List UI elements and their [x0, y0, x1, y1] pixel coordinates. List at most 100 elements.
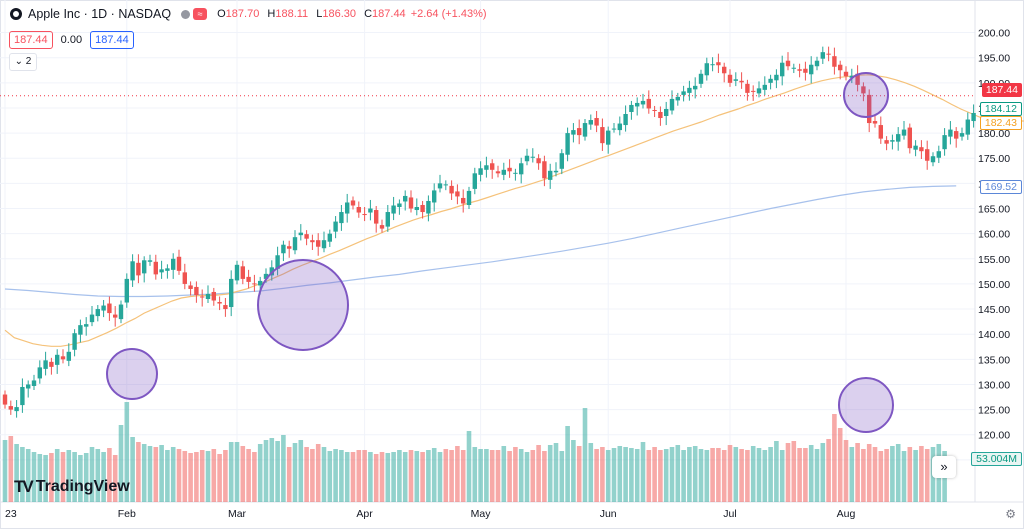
- volume-bar: [165, 450, 170, 502]
- indicators-toggle-button[interactable]: ⌄ 2: [9, 53, 37, 71]
- volume-bar: [14, 444, 19, 502]
- volume-bar: [890, 446, 895, 502]
- bid-ask-row: 187.44 0.00 187.44: [9, 31, 134, 49]
- candle-body: [316, 240, 321, 247]
- candle-body: [8, 406, 13, 410]
- volume-bar: [559, 451, 565, 502]
- symbol-title[interactable]: Apple Inc · 1D · NASDAQ: [28, 7, 172, 21]
- volume-bar: [872, 447, 878, 502]
- volume-bar: [466, 431, 472, 502]
- volume-bar: [484, 449, 489, 502]
- candle-body: [443, 184, 448, 186]
- volume-bar: [327, 451, 333, 502]
- volume-bar: [745, 450, 750, 502]
- volume-bar: [913, 450, 918, 502]
- volume-bar: [72, 452, 77, 502]
- volume-bar: [292, 443, 298, 502]
- volume-bar: [698, 449, 704, 502]
- candle-body: [768, 78, 773, 83]
- volume-bar: [269, 438, 275, 502]
- candle-body: [118, 304, 124, 320]
- volume-bar: [646, 450, 652, 502]
- y-tick-label: 135.00: [978, 354, 1010, 366]
- volume-bar: [107, 448, 112, 502]
- candle-body: [136, 262, 141, 276]
- candle-body: [571, 130, 576, 135]
- volume-bar: [513, 447, 518, 502]
- candle-body: [838, 64, 843, 71]
- bid-price-box[interactable]: 187.44: [9, 31, 53, 49]
- candle-body: [2, 394, 8, 405]
- volume-bar: [315, 444, 321, 502]
- candle-body: [809, 64, 814, 75]
- volume-bar: [443, 449, 449, 502]
- volume-bar: [397, 450, 402, 502]
- candle-body: [640, 100, 646, 105]
- highlight-circle: [257, 259, 349, 351]
- indicator-wave-icon[interactable]: ≈: [193, 8, 208, 20]
- volume-bar: [803, 448, 808, 502]
- candle-body: [240, 266, 245, 279]
- candle-body: [304, 234, 309, 239]
- candle-body: [623, 114, 628, 126]
- volume-bar: [571, 440, 576, 502]
- candle-body: [350, 200, 356, 206]
- close-value: 187.44: [372, 8, 406, 20]
- candle-body: [229, 278, 234, 308]
- volume-bar: [136, 442, 141, 502]
- volume-bar: [710, 448, 715, 502]
- candle-body: [211, 291, 216, 301]
- volume-bar: [826, 439, 831, 502]
- candle-body: [490, 163, 495, 170]
- volume-bar: [501, 446, 507, 502]
- volume-bar: [669, 447, 675, 502]
- candle-body: [559, 153, 564, 169]
- volume-bar: [339, 450, 344, 502]
- candle-body: [739, 80, 744, 83]
- candle-body: [101, 305, 106, 311]
- ma50-tag: 184.12: [979, 102, 1022, 116]
- volume-bar: [791, 441, 797, 502]
- x-tick-label: May: [471, 508, 492, 520]
- candle-body: [901, 129, 907, 136]
- candle-body: [780, 62, 785, 77]
- settings-gear-icon[interactable]: ⚙: [1005, 507, 1016, 521]
- candle-body: [936, 151, 941, 158]
- ask-price-box[interactable]: 187.44: [90, 31, 134, 49]
- volume-bar: [901, 451, 907, 502]
- volume-bar: [66, 450, 72, 502]
- y-tick-label: 120.00: [978, 430, 1010, 442]
- candle-body: [356, 207, 361, 213]
- volume-bar: [356, 450, 362, 502]
- candle-body: [855, 73, 860, 85]
- y-tick-label: 200.00: [978, 28, 1010, 40]
- candle-body: [20, 386, 25, 406]
- volume-bar: [692, 446, 698, 502]
- volume-bar: [60, 452, 66, 502]
- volume-bar: [675, 445, 681, 502]
- indicator-dot-icon[interactable]: [181, 9, 191, 19]
- candle-body: [281, 244, 286, 254]
- volume-bar: [704, 450, 710, 502]
- candle-body: [704, 63, 709, 76]
- candle-body: [130, 261, 135, 281]
- volume-bar: [750, 446, 756, 502]
- volume-bar: [170, 447, 176, 502]
- volume-bar: [617, 446, 623, 502]
- candle-body: [159, 269, 164, 273]
- ma20-line: [4, 74, 1024, 347]
- highlight-circle: [838, 377, 894, 433]
- y-tick-label: 165.00: [978, 204, 1010, 216]
- volume-bar: [733, 447, 739, 502]
- volume-bar: [95, 449, 101, 502]
- scroll-right-icon[interactable]: »: [932, 456, 956, 478]
- volume-bar: [194, 452, 199, 502]
- candle-body: [664, 108, 669, 117]
- candle-body: [43, 360, 48, 369]
- candle-body: [930, 156, 936, 163]
- volume-bar: [808, 445, 814, 502]
- candle-body: [432, 190, 437, 203]
- volume-bar: [240, 446, 246, 502]
